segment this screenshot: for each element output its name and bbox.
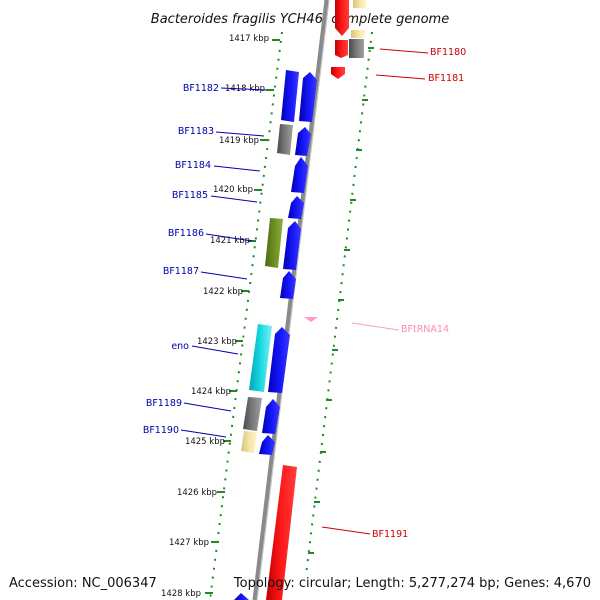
leader-line: [183, 402, 232, 412]
gene-arrow[interactable]: [283, 221, 301, 270]
gene-label[interactable]: BF1189: [146, 398, 182, 409]
gene-label[interactable]: BFtRNA14: [401, 324, 449, 335]
gene-arrow[interactable]: [268, 327, 290, 393]
gene-label[interactable]: BF1182: [183, 83, 219, 94]
tick-label: 1422 kbp: [203, 287, 243, 297]
gene-arrow[interactable]: [266, 465, 297, 600]
left-gene-labels: BF1182 BF1183 BF1184 BF1185 BF1186 BF118…: [143, 83, 267, 438]
gene-arrow[interactable]: [234, 593, 249, 600]
tick-label: 1417 kbp: [229, 34, 269, 44]
gene-label[interactable]: BF1181: [428, 73, 464, 84]
forward-strand-genes: [234, 70, 317, 600]
right-gene-labels: BF1180 BF1181 BFtRNA14 BF1191: [321, 47, 466, 540]
gene-label[interactable]: eno: [171, 341, 189, 352]
tick-label: 1427 kbp: [169, 538, 209, 548]
leader-line: [220, 87, 267, 91]
gene-arrow[interactable]: [243, 397, 262, 431]
gene-arrow[interactable]: [335, 40, 348, 58]
gene-arrow[interactable]: [295, 127, 311, 156]
gene-arrow[interactable]: [299, 72, 317, 122]
leader-line: [213, 165, 261, 172]
gene-arrow[interactable]: [249, 324, 272, 392]
right-track-ticks: [308, 47, 374, 554]
gene-arrow[interactable]: [291, 157, 308, 193]
trna-marker[interactable]: [304, 317, 318, 322]
gene-label[interactable]: BF1183: [178, 126, 214, 137]
gene-label[interactable]: BF1186: [168, 228, 204, 239]
right-tick-track: [305, 31, 373, 576]
gene-label[interactable]: BF1190: [143, 425, 179, 436]
gene-label[interactable]: BF1187: [163, 266, 199, 277]
leader-line: [351, 322, 400, 331]
gene-arrow[interactable]: [262, 399, 280, 434]
gene-arrow[interactable]: [351, 30, 365, 38]
gene-label[interactable]: BF1185: [172, 190, 208, 201]
leader-line: [215, 131, 265, 137]
gene-label[interactable]: BF1191: [372, 529, 408, 540]
gene-arrow[interactable]: [281, 70, 299, 122]
kbp-scale: 1417 kbp 1418 kbp 1419 kbp 1420 kbp 1421…: [161, 34, 280, 599]
gene-arrow[interactable]: [259, 435, 275, 455]
gene-arrow[interactable]: [265, 218, 283, 268]
genome-backbone: [252, 0, 330, 600]
reverse-strand-genes: [266, 0, 366, 600]
gene-arrow[interactable]: [335, 0, 349, 36]
leader-line: [205, 233, 253, 242]
gene-arrow[interactable]: [331, 67, 345, 79]
gene-arrow[interactable]: [349, 39, 364, 58]
tick-label: 1419 kbp: [219, 136, 259, 146]
left-tick-track: [209, 31, 283, 600]
tick-label: 1423 kbp: [197, 337, 237, 347]
tick-label: 1426 kbp: [177, 488, 217, 498]
tick-label: 1424 kbp: [191, 387, 231, 397]
tick-label: 1421 kbp: [210, 236, 250, 246]
leader-line: [321, 526, 371, 535]
accession-text: Accession: NC_006347: [9, 576, 157, 591]
tick-label: 1428 kbp: [161, 589, 201, 599]
topology-text: Topology: circular; Length: 5,277,274 bp…: [233, 576, 591, 591]
tick-label: 1420 kbp: [213, 185, 253, 195]
leader-line: [191, 345, 239, 355]
leader-line: [379, 48, 429, 54]
gene-arrow[interactable]: [280, 271, 296, 299]
gene-arrow[interactable]: [241, 431, 257, 453]
page-title: Bacteroides fragilis YCH46, complete gen…: [151, 12, 449, 27]
leader-line: [210, 195, 258, 203]
gene-arrow[interactable]: [288, 196, 304, 219]
gene-label[interactable]: BF1184: [175, 160, 211, 171]
leader-line: [180, 429, 227, 438]
tick-label: 1425 kbp: [185, 437, 225, 447]
gene-arrow[interactable]: [277, 124, 293, 155]
leader-line: [375, 74, 426, 80]
gene-arrow[interactable]: [353, 0, 366, 8]
leader-line: [200, 271, 248, 280]
gene-label[interactable]: BF1180: [430, 47, 466, 58]
